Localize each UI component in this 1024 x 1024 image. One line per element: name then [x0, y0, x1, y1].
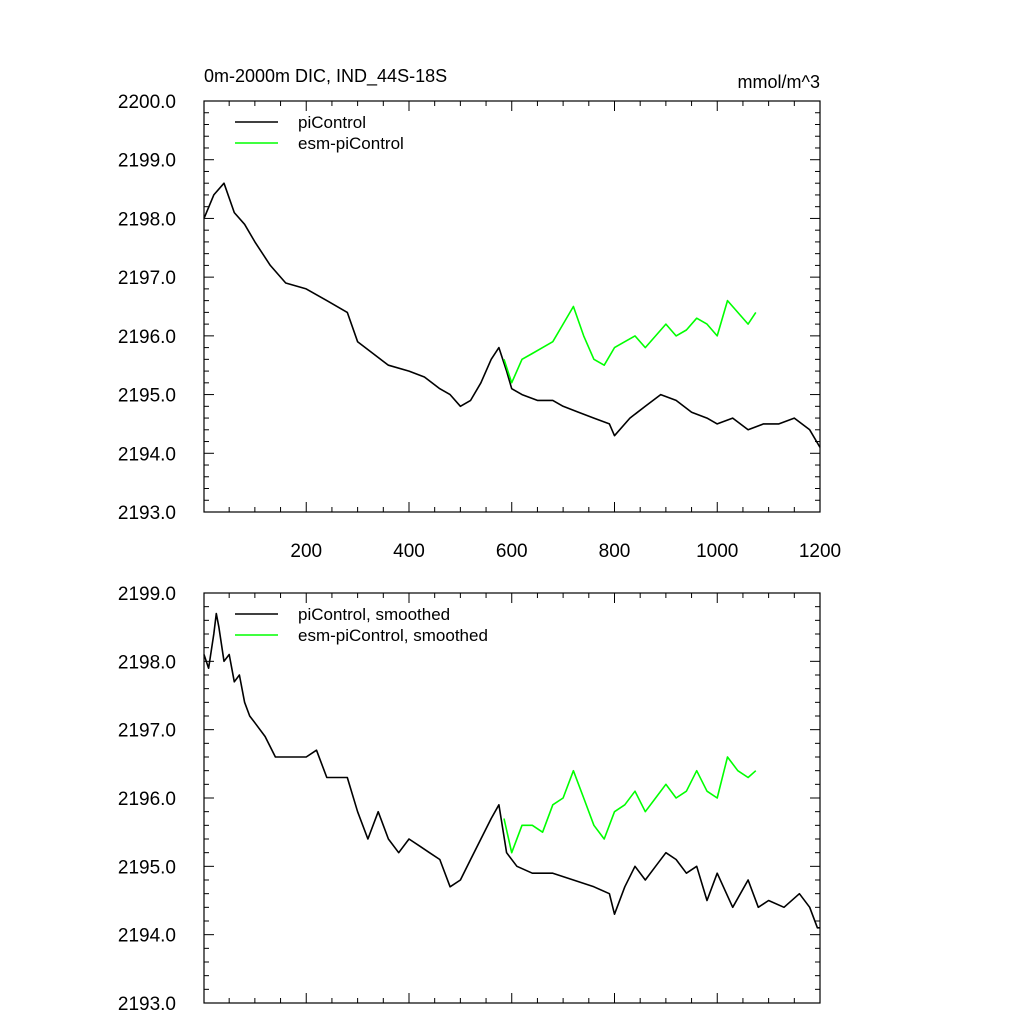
x-tick-label: 400	[393, 541, 425, 562]
x-tick-label: 1200	[799, 541, 841, 562]
series-line-esm-picontrol	[503, 756, 757, 854]
y-tick-label: 2197.0	[118, 268, 176, 289]
legend-label: piControl	[298, 113, 366, 132]
y-tick-label: 2193.0	[118, 994, 176, 1015]
y-tick-label: 2199.0	[118, 584, 176, 605]
plot-frame	[203, 592, 821, 1004]
y-tick-label: 2196.0	[118, 327, 176, 348]
x-tick-label: 1000	[696, 541, 738, 562]
series-line-picontrol	[203, 182, 821, 448]
y-tick-label: 2197.0	[118, 721, 176, 742]
bottom-panel: 2193.0 2194.0 2195.0 2196.0 2197.0 2198.0 2199…	[118, 584, 821, 1015]
legend-label: esm-piControl	[298, 134, 404, 153]
y-tick-label: 2193.0	[118, 503, 176, 524]
x-tick-label: 600	[496, 541, 528, 562]
units-label: mmol/m^3	[738, 72, 820, 92]
y-tick-label: 2195.0	[118, 857, 176, 878]
top-panel: 0m-2000m DIC, IND_44S-18S mmol/m^3 2193.…	[118, 66, 841, 562]
series-line-picontrol	[203, 612, 820, 929]
x-tick-label: 800	[599, 541, 631, 562]
legend-label: piControl, smoothed	[298, 605, 450, 624]
chart-title: 0m-2000m DIC, IND_44S-18S	[204, 66, 447, 87]
x-tick-label: 200	[290, 541, 322, 562]
y-tick-label: 2196.0	[118, 789, 176, 810]
legend-label: esm-piControl, smoothed	[298, 626, 488, 645]
y-tick-label: 2198.0	[118, 209, 176, 230]
series-line-esm-picontrol	[503, 299, 757, 384]
y-tick-label: 2195.0	[118, 386, 176, 407]
y-tick-label: 2194.0	[118, 926, 176, 947]
y-tick-label: 2200.0	[118, 92, 176, 113]
y-tick-label: 2194.0	[118, 444, 176, 465]
plot-frame	[203, 100, 821, 513]
y-tick-label: 2198.0	[118, 652, 176, 673]
y-tick-label: 2199.0	[118, 151, 176, 172]
